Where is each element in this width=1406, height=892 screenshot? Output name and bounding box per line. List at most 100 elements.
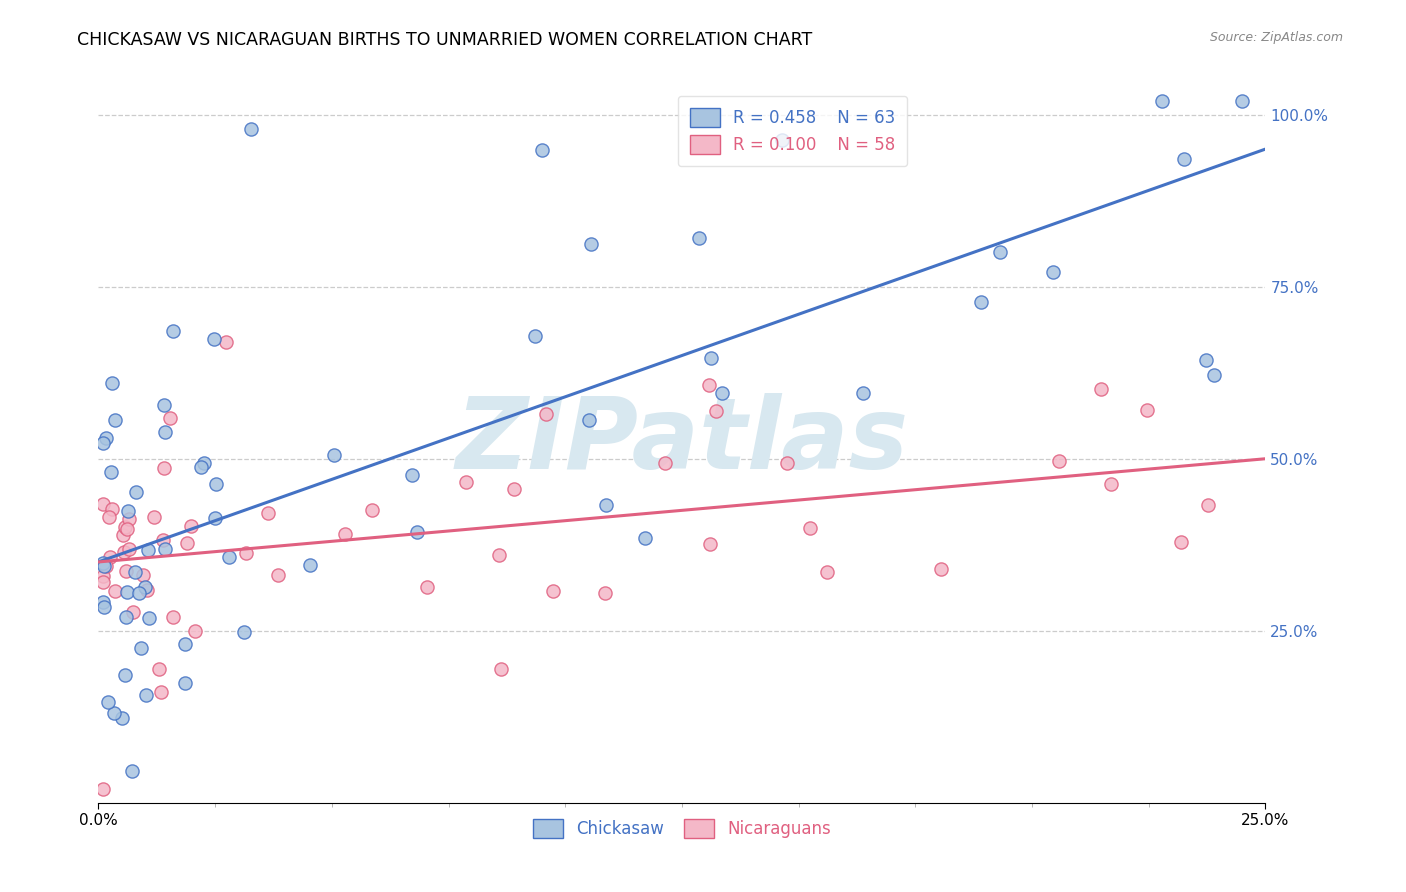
Point [162, 324, 184, 338]
Point [579, 237, 602, 252]
Point [91, 556, 114, 570]
Point [988, 244, 1011, 259]
Point [232, 625, 254, 640]
Point [118, 541, 141, 556]
Point [700, 351, 723, 366]
Point [1152, 94, 1174, 108]
Point [815, 565, 838, 579]
Point [929, 562, 952, 576]
Point [218, 549, 240, 564]
Point [174, 676, 197, 690]
Point [93, 600, 115, 615]
Point [523, 328, 546, 343]
Point [654, 456, 676, 470]
Point [135, 688, 157, 702]
Point [128, 585, 150, 599]
Point [110, 711, 132, 725]
Point [697, 378, 720, 392]
Point [91, 574, 114, 589]
Point [1202, 368, 1225, 383]
Point [204, 511, 226, 525]
Point [94, 432, 117, 446]
Point [406, 525, 429, 540]
Point [776, 456, 799, 470]
Point [257, 506, 280, 520]
Point [132, 567, 155, 582]
Point [173, 637, 195, 651]
Text: Source: ZipAtlas.com: Source: ZipAtlas.com [1209, 31, 1343, 45]
Point [1197, 498, 1219, 512]
Point [162, 610, 184, 624]
Text: ZIPatlas: ZIPatlas [456, 393, 908, 490]
Point [267, 567, 290, 582]
Point [1090, 382, 1112, 396]
Point [488, 548, 510, 562]
Point [112, 545, 135, 559]
Point [153, 398, 176, 412]
Point [1195, 353, 1218, 368]
Point [970, 295, 993, 310]
Point [770, 133, 793, 147]
Point [503, 482, 526, 496]
Point [115, 610, 138, 624]
Point [152, 533, 174, 547]
Point [111, 528, 134, 542]
Point [93, 595, 115, 609]
Point [98, 550, 121, 565]
Point [93, 559, 115, 574]
Point [131, 641, 153, 656]
Point [205, 477, 228, 491]
Point [202, 332, 225, 346]
Point [704, 403, 727, 417]
Point [239, 122, 262, 136]
Point [298, 558, 321, 572]
Point [1099, 477, 1122, 491]
Point [101, 376, 124, 390]
Point [125, 485, 148, 500]
Point [98, 510, 121, 524]
Point [114, 519, 136, 533]
Point [456, 475, 478, 489]
Point [634, 531, 657, 545]
Point [104, 413, 127, 427]
Point [138, 611, 160, 625]
Point [489, 662, 512, 676]
Point [541, 584, 564, 599]
Point [153, 460, 176, 475]
Point [333, 526, 356, 541]
Point [688, 231, 710, 245]
Point [153, 542, 176, 557]
Point [1136, 403, 1159, 417]
Point [143, 510, 166, 524]
Point [148, 662, 170, 676]
Point [91, 497, 114, 511]
Point [124, 565, 146, 579]
Point [193, 456, 215, 470]
Point [1047, 453, 1070, 467]
Point [104, 583, 127, 598]
Point [1230, 94, 1253, 108]
Point [190, 459, 212, 474]
Point [534, 408, 557, 422]
Point [416, 580, 439, 594]
Text: CHICKASAW VS NICARAGUAN BIRTHS TO UNMARRIED WOMEN CORRELATION CHART: CHICKASAW VS NICARAGUAN BIRTHS TO UNMARR… [77, 31, 813, 49]
Point [184, 624, 207, 638]
Point [136, 543, 159, 558]
Point [593, 586, 616, 600]
Point [710, 386, 733, 401]
Legend: Chickasaw, Nicaraguans: Chickasaw, Nicaraguans [526, 813, 838, 845]
Point [115, 565, 138, 579]
Point [1173, 152, 1195, 166]
Point [91, 569, 114, 583]
Point [114, 668, 136, 682]
Point [101, 502, 124, 516]
Point [159, 411, 181, 425]
Point [361, 502, 384, 516]
Point [215, 335, 238, 350]
Point [153, 425, 176, 440]
Point [149, 685, 172, 699]
Point [235, 546, 257, 560]
Point [799, 520, 821, 534]
Point [121, 764, 143, 778]
Point [323, 448, 346, 462]
